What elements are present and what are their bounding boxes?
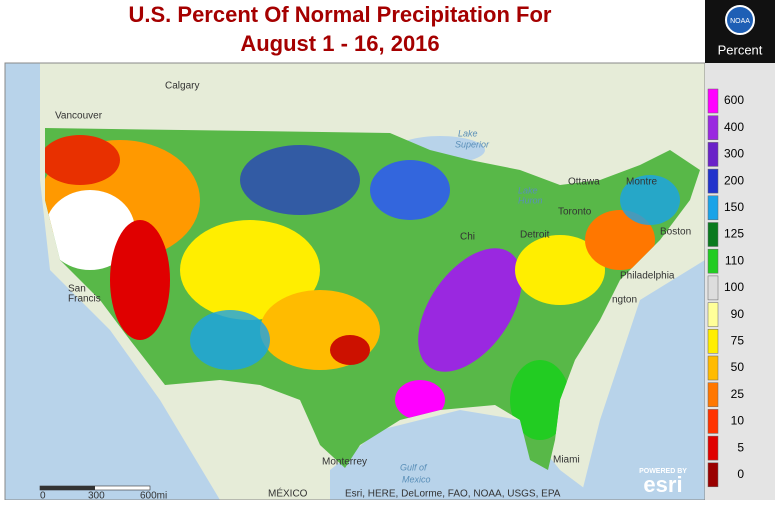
place-label: Superior: [455, 139, 490, 149]
place-label: Miami: [553, 455, 580, 466]
title: U.S. Percent Of Normal Precipitation For: [129, 2, 552, 27]
legend-label: 100: [724, 280, 744, 294]
legend-label: 0: [737, 467, 744, 481]
esri-logo: esri: [643, 472, 682, 497]
legend-label: 90: [731, 307, 745, 321]
legend-label: 150: [724, 200, 744, 214]
legend-label: 50: [731, 360, 745, 374]
legend-swatch: [707, 275, 719, 301]
place-label: Vancouver: [55, 111, 103, 122]
scale-label: 300: [88, 491, 105, 500]
legend-swatch: [707, 248, 719, 274]
place-label: ngton: [612, 295, 637, 306]
legend-label: 600: [724, 93, 744, 107]
place-label: Detroit: [520, 230, 550, 241]
legend-swatch: [707, 142, 719, 167]
place-label: Calgary: [165, 81, 199, 92]
legend-swatch: [707, 195, 719, 221]
place-label: Boston: [660, 227, 691, 238]
powered-by: POWERED BY: [639, 468, 687, 475]
place-label: Montre: [626, 177, 658, 188]
legend-swatch: [707, 409, 719, 434]
logo: [725, 5, 755, 35]
place-label: MÉXICO: [268, 487, 308, 500]
place-label: Toronto: [558, 207, 592, 218]
place-label: Lake: [518, 185, 538, 195]
legend-label: 25: [731, 387, 745, 401]
legend-swatch: [707, 329, 719, 354]
legend-label: 300: [724, 147, 744, 161]
legend-title: Percent: [718, 42, 763, 57]
place-label: Gulf of: [400, 462, 428, 472]
gulf: [330, 410, 600, 500]
scale-label: 600mi: [140, 491, 167, 500]
subtitle: August 1 - 16, 2016: [240, 31, 439, 56]
legend-swatch: [707, 355, 719, 381]
place-label: Huron: [518, 195, 543, 205]
legend-swatch: [707, 88, 719, 114]
legend-swatch: [707, 302, 719, 327]
place-label: Chi: [460, 232, 475, 243]
scale-label: 0: [40, 491, 46, 500]
legend-swatch: [707, 115, 719, 140]
legend-label: 5: [737, 440, 744, 454]
legend-label: 110: [725, 253, 744, 267]
place-label: Mexico: [402, 474, 431, 484]
legend-label: 75: [731, 333, 745, 347]
legend-swatch: [707, 462, 719, 488]
attribution: Esri, HERE, DeLorme, FAO, NOAA, USGS, EP…: [345, 489, 561, 500]
legend-swatch: [707, 168, 719, 194]
legend-label: 125: [724, 227, 744, 241]
place-label: San: [68, 284, 86, 295]
logo-text: NOAA: [730, 18, 750, 25]
place-label: Lake: [458, 128, 478, 138]
legend-label: 10: [731, 414, 745, 428]
legend-label: 200: [724, 173, 744, 187]
legend-label: 400: [724, 120, 744, 134]
legend-swatch: [707, 222, 719, 247]
atlantic: [580, 260, 705, 500]
place-label: Francis: [68, 294, 101, 305]
place-label: Ottawa: [568, 177, 600, 188]
place-label: Philadelphia: [620, 271, 675, 282]
legend-swatch: [707, 435, 719, 461]
scale-bar: [39, 485, 151, 491]
legend-swatch: [707, 382, 719, 407]
place-label: Monterrey: [322, 457, 367, 468]
ocean: [5, 63, 220, 500]
